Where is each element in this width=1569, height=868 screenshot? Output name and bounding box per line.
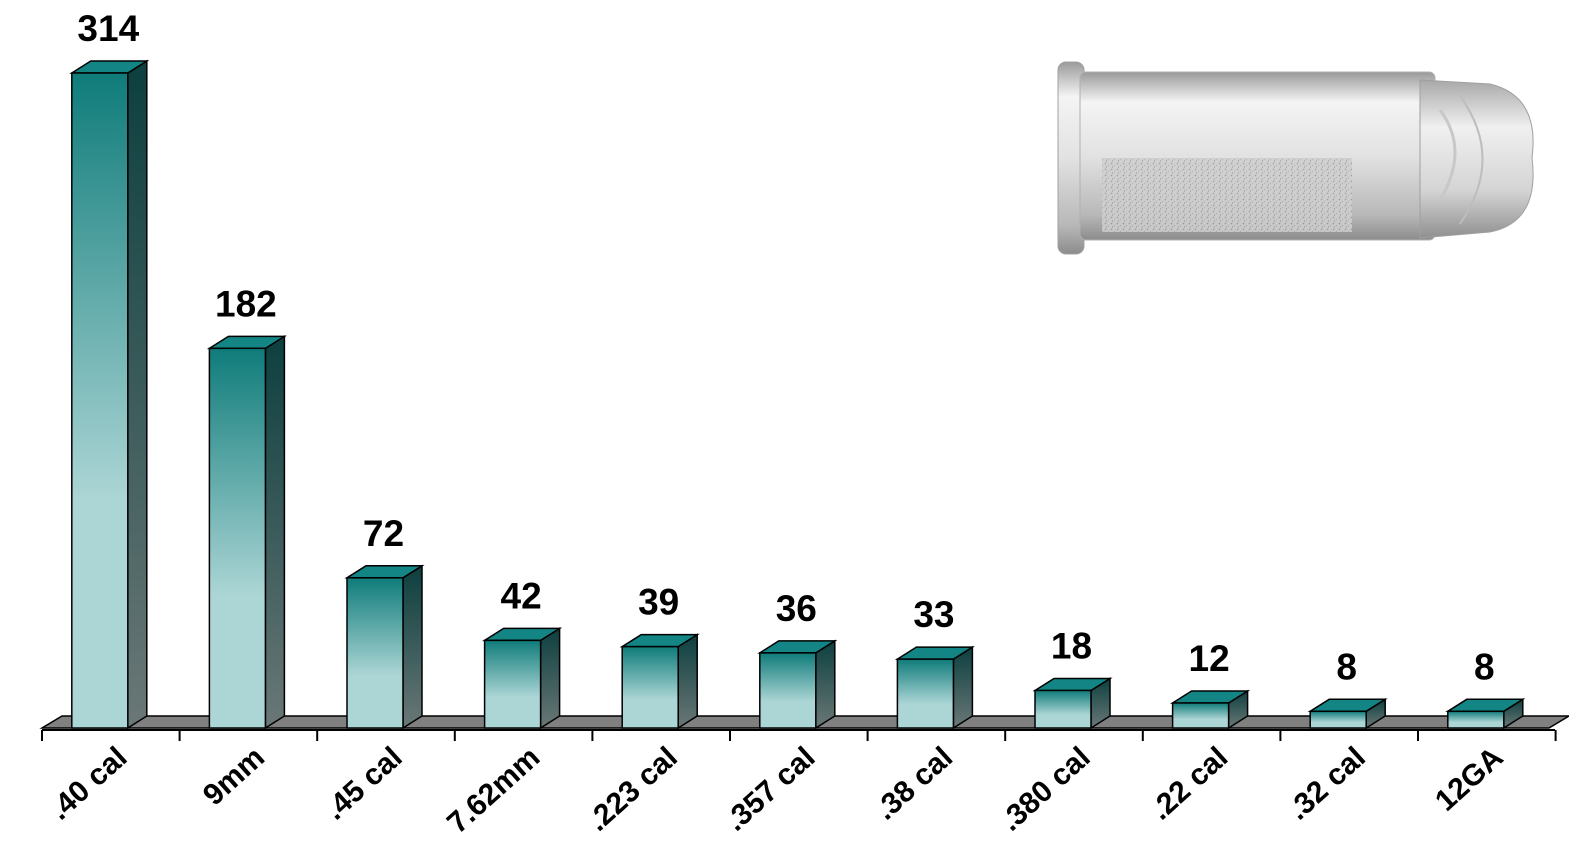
category-label: .22 cal — [1144, 741, 1234, 827]
category-label: .32 cal — [1282, 741, 1372, 827]
data-label: 42 — [501, 575, 542, 616]
category-label: .45 cal — [318, 741, 408, 827]
bar-front-face — [208, 347, 267, 729]
data-label: 72 — [363, 513, 404, 554]
category-label: 7.62mm — [441, 741, 546, 840]
bar-front-face — [896, 658, 955, 729]
bar — [206, 334, 287, 730]
bar — [69, 59, 150, 730]
bar — [344, 564, 425, 730]
bar-side-face — [402, 564, 423, 730]
bar-front-face — [759, 652, 817, 729]
bar-side-face — [539, 627, 561, 730]
bars — [69, 59, 1526, 730]
data-label: 8 — [1336, 646, 1357, 687]
bar — [619, 633, 700, 730]
bar-front-face — [1309, 710, 1367, 729]
category-label: .40 cal — [43, 741, 133, 827]
data-label: 314 — [77, 8, 139, 49]
category-label: 9mm — [197, 741, 271, 812]
data-label: 39 — [638, 582, 679, 623]
category-label: 12GA — [1429, 741, 1509, 818]
data-label: 182 — [215, 283, 277, 324]
bar-front-face — [1171, 702, 1230, 729]
bar-side-face — [815, 639, 836, 730]
value-labels: 314 182 72 42 39 36 33 18 12 8 8 — [77, 8, 1494, 687]
bar-front-face — [483, 639, 542, 729]
bar — [1170, 689, 1251, 730]
category-label: .223 cal — [581, 741, 684, 838]
bar — [757, 639, 838, 730]
category-label: .380 cal — [994, 741, 1097, 838]
bar — [482, 627, 563, 730]
data-label: 8 — [1474, 646, 1495, 687]
category-labels: .40 cal 9mm .45 cal 7.62mm .223 cal .357 cal.… — [43, 741, 1509, 840]
x-axis-ticks — [41, 730, 1557, 741]
bar-side-face — [127, 59, 148, 730]
bar — [1032, 677, 1113, 730]
bar-side-face — [264, 334, 286, 730]
category-label: .357 cal — [719, 741, 822, 838]
bar-front-face — [621, 645, 679, 729]
bar-side-face — [677, 633, 698, 730]
bar — [1445, 697, 1526, 730]
bar-front-face — [1034, 689, 1092, 729]
bar-front-face — [71, 72, 129, 729]
bar-front-face — [1447, 710, 1505, 729]
bar — [1307, 697, 1388, 730]
category-label: .38 cal — [869, 741, 959, 827]
bullet-cartridge-icon — [1057, 61, 1534, 255]
bar-side-face — [952, 645, 974, 730]
data-label: 18 — [1051, 625, 1092, 666]
data-label: 33 — [913, 594, 954, 635]
data-label: 12 — [1189, 638, 1230, 679]
bar-front-face — [346, 577, 404, 729]
bar — [894, 645, 975, 730]
data-label: 36 — [776, 588, 817, 629]
